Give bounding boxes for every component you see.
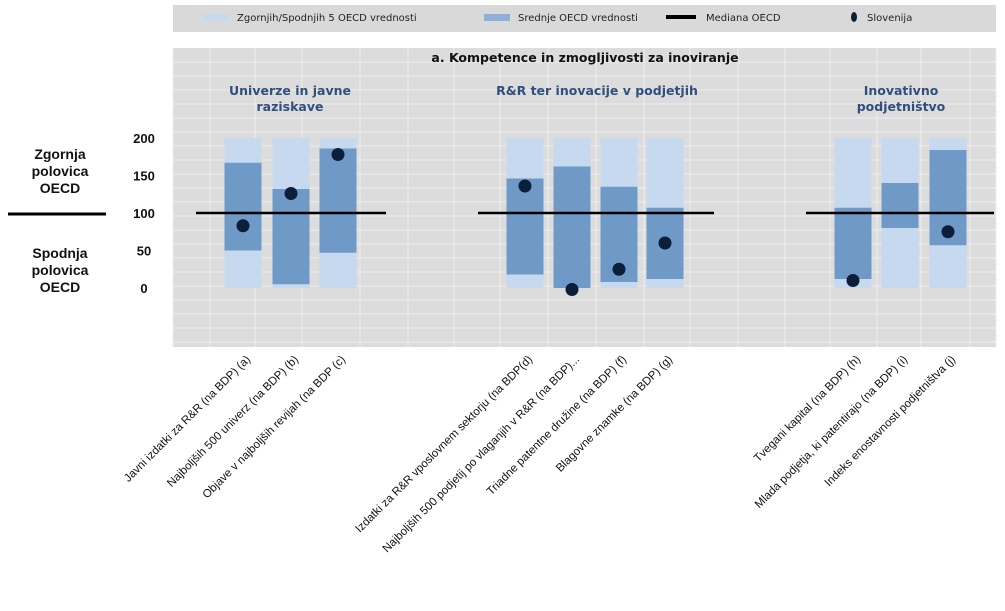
group-title-line: Inovativno (864, 83, 939, 98)
middle-band-bar (319, 148, 357, 253)
group-title: Univerze in javne raziskave (229, 83, 351, 114)
legend-swatch (666, 15, 696, 19)
slovenia-point (331, 148, 345, 161)
slovenia-point (518, 179, 532, 193)
slovenia-point (612, 262, 626, 276)
x-axis-label: Izdatki za R&R vposlovnem sektorju (na B… (354, 354, 536, 536)
middle-band-bar (881, 183, 919, 228)
y-axis-ticks: 0 50 100 150 200 (133, 131, 155, 296)
group-title-line: podjetništvo (857, 99, 946, 114)
legend-swatch (851, 12, 857, 22)
lower-half-label-text: Spodnja polovica OECD (31, 245, 89, 295)
legend-label: Zgornjih/Spodnjih 5 OECD vrednosti (237, 13, 417, 24)
middle-band-bar (272, 189, 310, 285)
legend-label: Slovenija (867, 13, 912, 24)
slovenia-point (658, 236, 672, 250)
slovenia-point (236, 219, 250, 233)
legend-swatch (203, 14, 229, 21)
lower-half-label: Spodnja polovica OECD (20, 245, 100, 296)
slovenia-point (284, 187, 298, 200)
x-axis-labels: Javni izdatki za R&R (na BDP) (a)Najbolj… (122, 354, 958, 556)
chart-title: a. Kompetence in zmogljivosti za inovira… (431, 50, 738, 65)
legend-label: Srednje OECD vrednosti (518, 13, 638, 24)
upper-half-label-text: Zgornja polovica OECD (31, 146, 89, 196)
chart-marks: Univerze in javne raziskave R&R ter inovac… (196, 83, 994, 296)
y-tick-label: 200 (133, 131, 155, 146)
slovenia-point (941, 225, 955, 239)
middle-band-bar (224, 162, 262, 251)
y-tick-label: 150 (133, 169, 155, 184)
legend-box (173, 5, 996, 32)
group-title-line: raziskave (257, 99, 324, 114)
x-axis-label: Najboljših 500 podjetij po vlaganjih v R… (381, 354, 582, 555)
middle-band-bar (506, 178, 544, 275)
middle-band-bar (834, 207, 872, 279)
y-tick-label: 100 (133, 206, 155, 221)
y-tick-label: 50 (137, 244, 151, 259)
middle-band-bar (553, 166, 591, 288)
y-tick-label: 0 (140, 281, 147, 296)
slovenia-point (846, 274, 860, 287)
upper-half-label: Zgornja polovica OECD (20, 146, 100, 197)
group-title: Inovativno podjetništvo (857, 83, 946, 114)
group-title-line: Univerze in javne (229, 83, 351, 98)
legend: Zgornjih/Spodnjih 5 OECD vrednosti Srednj… (203, 12, 912, 24)
slovenia-point (565, 283, 579, 296)
legend-swatch (484, 14, 510, 21)
group-title: R&R ter inovacije v podjetjih (496, 83, 698, 98)
legend-label: Mediana OECD (706, 13, 781, 24)
group-title-line: R&R ter inovacije v podjetjih (496, 83, 698, 98)
